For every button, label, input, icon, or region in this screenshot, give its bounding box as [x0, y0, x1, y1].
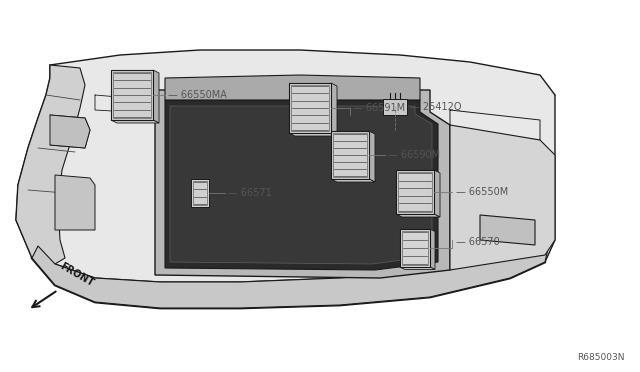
Polygon shape [55, 175, 95, 230]
Text: — 66571: — 66571 [228, 188, 272, 198]
Bar [291, 85, 329, 131]
Polygon shape [165, 100, 438, 270]
Bar [111, 70, 153, 120]
Bar [289, 83, 331, 133]
Polygon shape [480, 215, 535, 245]
Polygon shape [153, 70, 159, 123]
Polygon shape [16, 50, 555, 282]
Text: FRONT: FRONT [58, 261, 95, 288]
Polygon shape [111, 120, 159, 123]
Bar [398, 172, 432, 212]
Polygon shape [155, 90, 450, 278]
Polygon shape [369, 131, 375, 182]
Text: R685003N: R685003N [577, 353, 625, 362]
Polygon shape [450, 125, 555, 270]
Polygon shape [165, 75, 420, 100]
Polygon shape [32, 240, 550, 308]
Text: — 25412Q: — 25412Q [410, 102, 461, 112]
Polygon shape [331, 179, 375, 182]
Text: — 66550MA: — 66550MA [168, 90, 227, 100]
Bar [113, 72, 151, 118]
Bar [396, 170, 434, 214]
Bar [333, 133, 367, 177]
Polygon shape [16, 65, 85, 264]
Polygon shape [434, 170, 440, 217]
Text: — 66550M: — 66550M [456, 187, 508, 197]
Polygon shape [170, 106, 432, 264]
Bar [402, 231, 428, 265]
Polygon shape [331, 83, 337, 136]
Polygon shape [289, 133, 337, 136]
Polygon shape [400, 267, 435, 269]
Polygon shape [396, 214, 440, 217]
Text: — 66590M: — 66590M [388, 150, 440, 160]
Text: — 66570: — 66570 [456, 237, 500, 247]
Polygon shape [50, 115, 90, 148]
Text: — 66591M: — 66591M [353, 103, 405, 113]
Bar [331, 131, 369, 179]
Bar [383, 99, 407, 115]
Bar [193, 181, 207, 205]
Polygon shape [430, 229, 435, 269]
Bar [400, 229, 430, 267]
Bar [191, 179, 209, 207]
